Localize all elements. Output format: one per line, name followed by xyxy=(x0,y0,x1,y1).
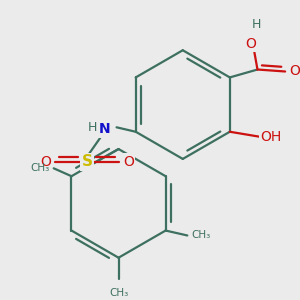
Text: N: N xyxy=(99,122,110,136)
Text: OH: OH xyxy=(261,130,282,144)
Text: CH₃: CH₃ xyxy=(109,288,128,298)
Text: CH₃: CH₃ xyxy=(30,163,50,173)
Text: CH₃: CH₃ xyxy=(191,230,211,241)
Text: H: H xyxy=(88,121,98,134)
Text: O: O xyxy=(290,64,300,79)
Text: S: S xyxy=(81,154,92,169)
Text: O: O xyxy=(123,155,134,169)
Text: O: O xyxy=(245,37,256,51)
Text: H: H xyxy=(252,18,261,31)
Text: O: O xyxy=(40,155,51,169)
